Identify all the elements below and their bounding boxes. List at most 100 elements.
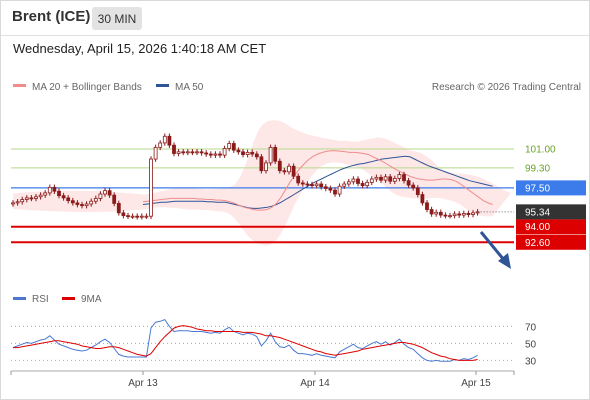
candle [259, 154, 264, 174]
candle [383, 174, 388, 183]
candle [300, 180, 305, 187]
rsi-ma-line [13, 325, 478, 361]
candle [277, 158, 282, 174]
support-1-value: 94.00 [525, 222, 550, 233]
candle [241, 149, 245, 158]
candle [93, 195, 98, 204]
candle [112, 192, 117, 207]
candle [351, 176, 356, 185]
candle [172, 142, 176, 157]
candle [47, 184, 52, 196]
last-price-value: 95.34 [525, 207, 550, 218]
candle [461, 210, 466, 218]
candle [107, 187, 112, 198]
candle [360, 180, 365, 189]
time-tick-label: Apr 13 [128, 378, 158, 389]
resistance-2-value: 101.00 [525, 145, 556, 156]
candle [245, 149, 250, 158]
candle [57, 188, 61, 199]
candle [103, 187, 107, 197]
last-price-label: 95.34 [516, 204, 586, 220]
candle [254, 151, 259, 160]
candle [402, 171, 406, 184]
support-1-label: 94.00 [516, 219, 586, 235]
candle [369, 176, 374, 186]
candle [337, 183, 342, 197]
candle [80, 201, 84, 209]
candle [388, 174, 393, 185]
candle [199, 149, 204, 156]
candle [149, 156, 153, 219]
candle [379, 174, 383, 183]
instrument-title: Brent (ICE) [12, 8, 91, 25]
ma50-legend-swatch [156, 84, 169, 87]
candle [213, 151, 218, 158]
candle [24, 195, 29, 203]
resistance-1-label: 99.30 [525, 163, 550, 174]
candle [153, 144, 158, 162]
candle [43, 190, 48, 198]
candle [438, 209, 443, 218]
candle [227, 140, 232, 152]
candle [268, 144, 273, 166]
candle [448, 212, 452, 219]
candle [264, 160, 268, 174]
pivot-value: 97.50 [525, 183, 550, 194]
candle [296, 173, 301, 186]
timeframe-badge[interactable]: 30 MIN [92, 7, 142, 30]
pivot-label: 97.50 [516, 180, 586, 196]
candle [291, 163, 296, 180]
candle [135, 213, 140, 220]
candle [66, 195, 71, 204]
candle [98, 191, 103, 202]
candle [181, 149, 186, 156]
candle [15, 198, 20, 206]
candle [250, 149, 255, 157]
rsi-ma-legend-label: 9MA [81, 294, 102, 305]
candle [333, 187, 337, 197]
candle [411, 182, 416, 191]
candle [176, 149, 181, 157]
rsi-legend-swatch [13, 297, 26, 300]
candle [287, 163, 291, 175]
projection-arrow-head [498, 253, 511, 269]
candle [61, 192, 66, 201]
candle [323, 184, 328, 192]
candle [434, 209, 439, 217]
rsi-legend-label: RSI [32, 294, 49, 305]
candle [38, 192, 43, 200]
candle [305, 181, 310, 188]
candle [11, 200, 15, 207]
candle [319, 181, 324, 190]
projection-arrow [479, 231, 506, 261]
candle [29, 195, 34, 202]
candle [204, 150, 209, 157]
candle [457, 211, 462, 218]
candle [190, 149, 195, 156]
candle [195, 149, 199, 156]
candle [314, 181, 319, 189]
candle [52, 184, 57, 194]
candle [374, 174, 379, 182]
candle [406, 177, 411, 188]
ma50-line [142, 155, 493, 209]
candle [70, 197, 75, 206]
candle [282, 167, 287, 175]
candle [121, 210, 126, 219]
bollinger-band-area [143, 120, 511, 246]
candle [471, 210, 475, 218]
candle [231, 140, 236, 153]
candle [20, 196, 25, 205]
projection-arrow-group [479, 231, 511, 269]
candle [218, 151, 222, 158]
candle [130, 213, 135, 219]
resistance-2-label: 101.00 [525, 145, 556, 156]
candle [84, 201, 89, 209]
candle [144, 213, 149, 219]
support-2-value: 92.60 [525, 238, 550, 249]
rsi-tick-label: 50 [525, 339, 537, 350]
candle [310, 181, 314, 189]
candle [392, 175, 397, 185]
support-2-label: 92.60 [516, 234, 586, 250]
candle [365, 179, 370, 189]
